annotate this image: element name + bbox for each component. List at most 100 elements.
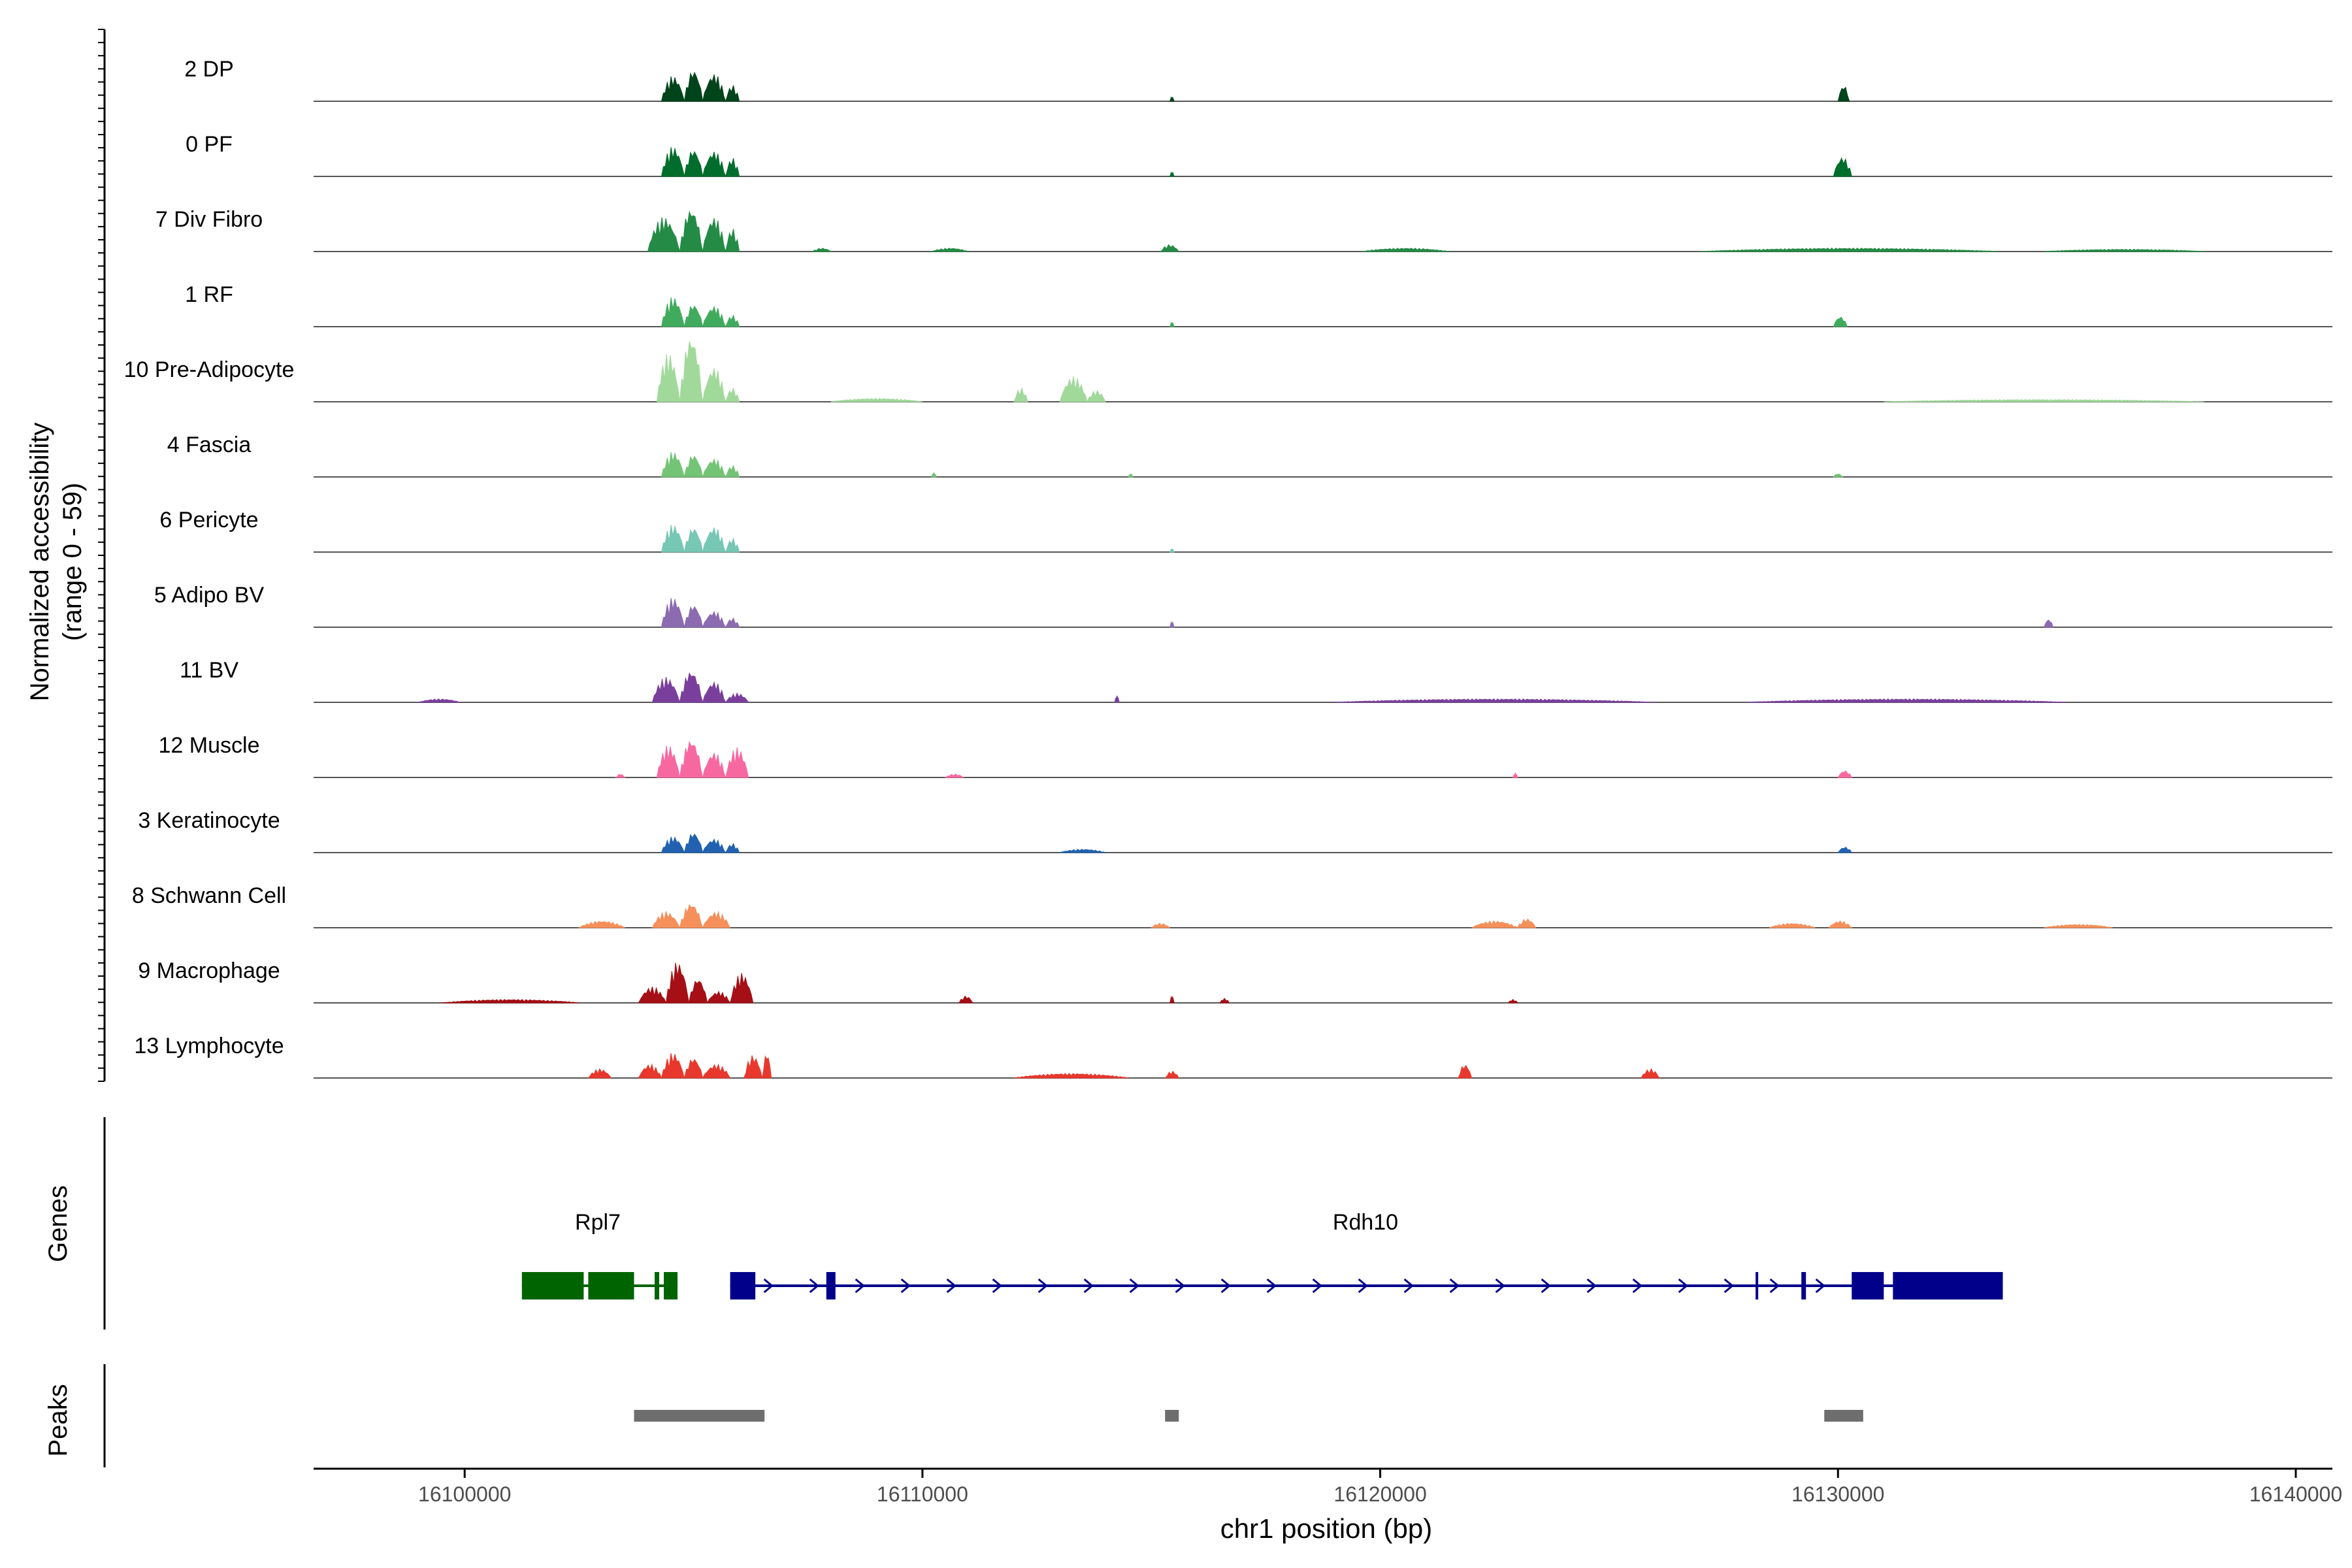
coverage-peak [656, 354, 681, 402]
coverage-track: 6 Pericyte [159, 508, 2332, 553]
coverage-peak [702, 610, 727, 628]
track-label: 6 Pericyte [159, 508, 258, 532]
coverage-peak [725, 465, 740, 478]
strand-chevron [900, 1278, 911, 1294]
coverage-peak [661, 1053, 685, 1079]
peak-region [1165, 1410, 1179, 1422]
coverage-peak [683, 833, 704, 853]
x-tick-label: 16140000 [2249, 1482, 2342, 1506]
peaks-panel [103, 1364, 1863, 1467]
coverage-peak [1059, 376, 1088, 402]
coverage-peak [725, 158, 740, 177]
coverage-peak [830, 398, 923, 402]
track-label: 9 Macrophage [138, 958, 280, 983]
coverage-peak [661, 147, 685, 177]
coverage-peak [1828, 920, 1853, 928]
coverage-peak [1884, 399, 2204, 402]
coverage-peak [725, 747, 749, 778]
x-axis-label: chr1 position (bp) [1220, 1513, 1433, 1544]
strand-chevron [1541, 1278, 1551, 1294]
strand-chevron [1495, 1278, 1505, 1294]
coverage-peak [1169, 171, 1175, 177]
coverage-peak [661, 452, 685, 478]
gene-exon [588, 1272, 634, 1299]
coverage-peak [683, 305, 704, 327]
coverage-peak [1701, 248, 1999, 252]
coverage-peak [578, 921, 625, 928]
coverage-peak [931, 248, 969, 252]
coverage-peak [702, 218, 727, 252]
coverage-peak [931, 471, 937, 478]
coverage-peak [688, 981, 708, 1004]
gene-name-label: Rdh10 [1333, 1210, 1398, 1235]
gene-model: Rpl7 [521, 1210, 678, 1299]
coverage-peak [762, 1055, 772, 1079]
strand-chevron [1815, 1278, 1825, 1294]
coverage-track: 8 Schwann Cell [132, 883, 2332, 928]
coverage-peak [706, 990, 731, 1004]
x-tick-label: 16130000 [1791, 1482, 1884, 1506]
coverage-peak [1512, 772, 1518, 778]
coverage-peak [1114, 695, 1120, 703]
coverage-peak [679, 672, 704, 703]
coverage-peak [651, 910, 681, 928]
coverage-peak [1769, 923, 1816, 928]
gene-exon [730, 1272, 756, 1299]
coverage-peak [702, 74, 727, 102]
coverage-peak [1128, 474, 1134, 478]
strand-chevron [1037, 1278, 1048, 1294]
coverage-tracks: 2 DP 0 PF 7 Div Fibro 1 RF 10 Pre-Adipocyte 4… [98, 29, 2332, 1082]
coverage-peak [661, 76, 685, 102]
coverage-peak [1219, 998, 1230, 1004]
coverage-peak [1833, 316, 1848, 327]
coverage-peak [1507, 998, 1518, 1004]
coverage-peak [743, 1055, 763, 1079]
coverage-track: 3 Keratinocyte [138, 808, 2332, 853]
coverage-peak [1457, 1064, 1473, 1079]
coverage-peak [1837, 847, 1853, 853]
track-label: 1 RF [185, 282, 233, 307]
peak-region [634, 1410, 765, 1422]
strand-chevron [1403, 1278, 1414, 1294]
peaks-panel-label: Peaks [44, 1384, 73, 1456]
coverage-peak [665, 962, 690, 1004]
coverage-track: 12 Muscle [159, 733, 2332, 778]
coverage-peak [1641, 1068, 1661, 1079]
coverage-peak [1086, 389, 1107, 402]
coverage-peak [725, 387, 740, 402]
coverage-peak [661, 525, 685, 553]
x-tick-label: 16110000 [877, 1482, 968, 1506]
coverage-peak [1013, 387, 1028, 402]
coverage-peak [1334, 698, 1656, 703]
coverage-peak [702, 910, 731, 928]
coverage-peak [725, 842, 740, 853]
gene-exon [664, 1272, 678, 1299]
track-label: 11 BV [180, 658, 238, 683]
gene-exon [826, 1272, 836, 1299]
track-label: 2 DP [184, 57, 234, 82]
coverage-peak [419, 698, 461, 703]
coverage-peak [702, 681, 727, 703]
coverage-peak [725, 692, 749, 703]
coverage-peak [2044, 248, 2204, 252]
strand-chevron [1083, 1278, 1094, 1294]
gene-exon [655, 1272, 660, 1299]
coverage-peak [683, 1058, 704, 1079]
coverage-peak [2044, 924, 2113, 928]
track-label: 3 Keratinocyte [138, 808, 280, 833]
coverage-peak [442, 999, 580, 1004]
coverage-peak [702, 368, 727, 402]
track-label: 13 Lymphocyte [134, 1034, 284, 1058]
x-tick-label: 16120000 [1333, 1482, 1426, 1506]
coverage-peak [684, 71, 704, 102]
x-tick-label: 16100000 [418, 1482, 511, 1506]
coverage-peak [1169, 621, 1175, 628]
coverage-peak [661, 297, 685, 327]
strand-chevron [1449, 1278, 1460, 1294]
coverage-peak [725, 617, 740, 628]
coverage-peak [638, 1063, 662, 1079]
coverage-peak [587, 1068, 612, 1079]
coverage-track: 2 DP [184, 57, 2332, 102]
strand-chevron [1632, 1278, 1642, 1294]
coverage-peak [614, 774, 626, 778]
